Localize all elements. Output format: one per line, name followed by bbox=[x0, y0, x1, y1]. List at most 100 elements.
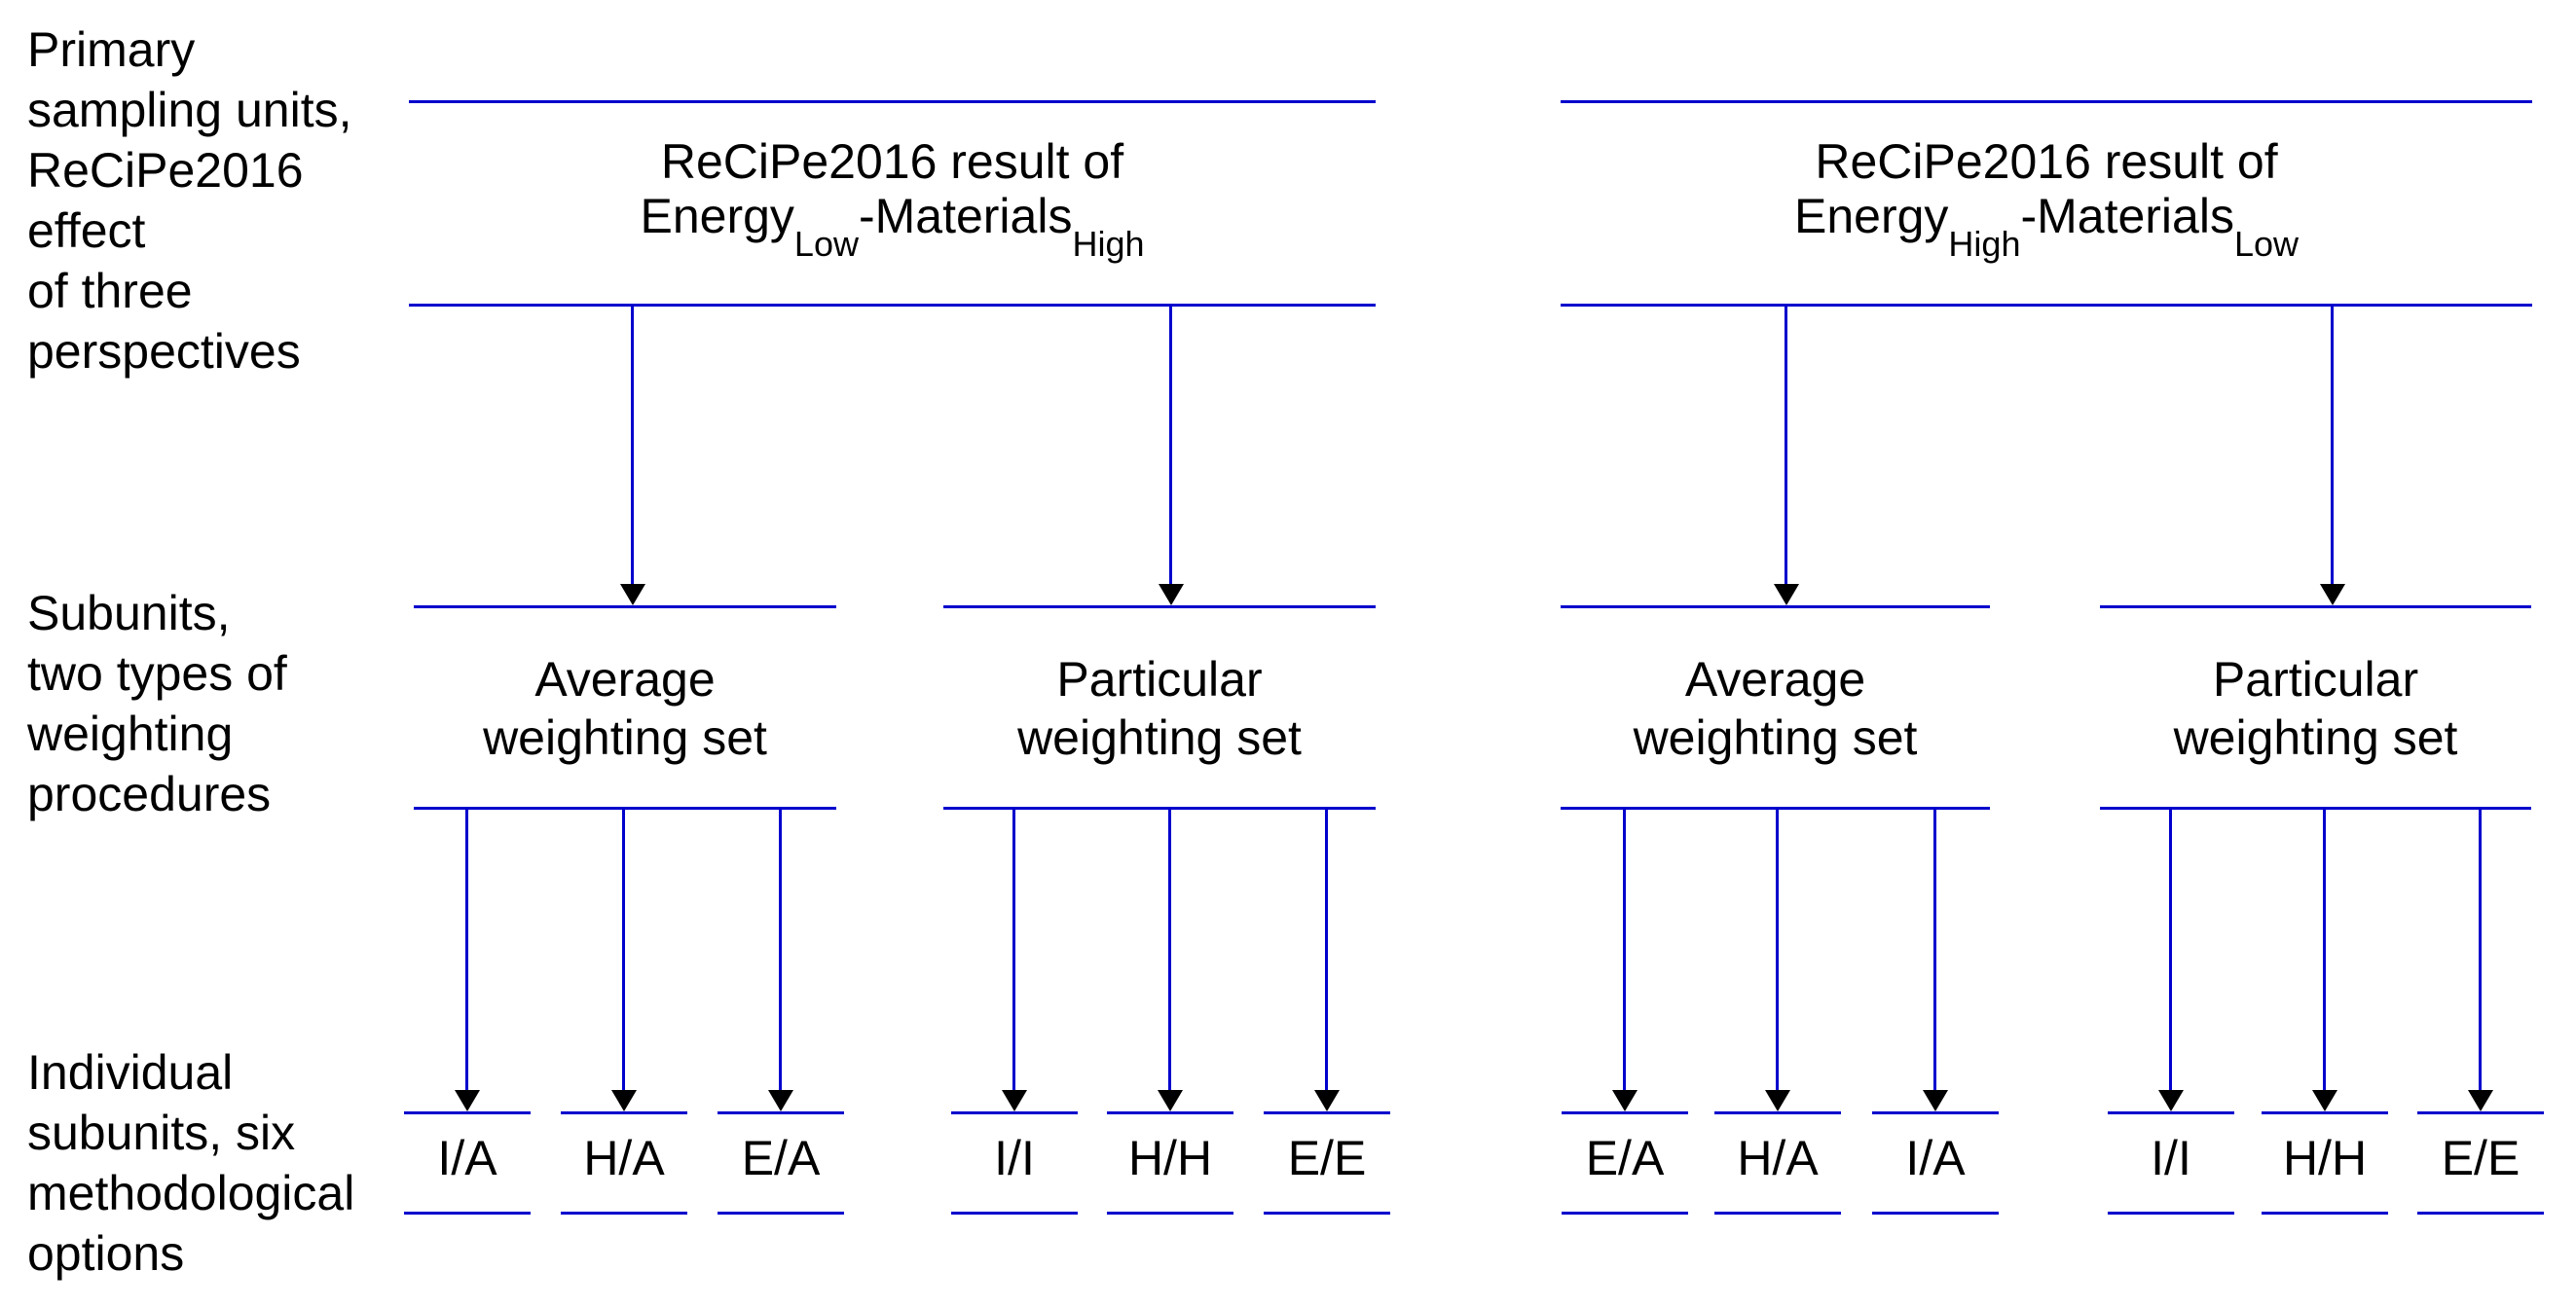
subunit-title-line1: Average bbox=[1684, 652, 1866, 707]
subunit-b2-average-title: Average weighting set bbox=[1561, 650, 1990, 767]
option-arrow-shaft bbox=[2479, 807, 2482, 1092]
option-arrow-shaft bbox=[622, 807, 625, 1092]
option-top-line bbox=[1714, 1111, 1841, 1114]
option-top-line bbox=[718, 1111, 844, 1114]
header-title-line2: EnergyLow-MaterialsHigh bbox=[409, 189, 1376, 264]
option-arrowhead bbox=[2158, 1090, 2184, 1111]
subunit-b1-average-bottom-line bbox=[414, 807, 836, 810]
materials-subscript: High bbox=[1072, 224, 1145, 264]
option-top-line bbox=[2108, 1111, 2234, 1114]
option-arrowhead bbox=[1612, 1090, 1638, 1111]
option-arrowhead bbox=[1923, 1090, 1948, 1111]
subunit-title-line1: Particular bbox=[1056, 652, 1263, 707]
subunit-b1-average-top-line bbox=[414, 605, 836, 608]
subunit-b2-particular-title: Particular weighting set bbox=[2100, 650, 2531, 767]
branch1-average-arrow-shaft bbox=[631, 304, 634, 588]
option-arrow-shaft bbox=[1168, 807, 1171, 1092]
option-top-line bbox=[2417, 1111, 2544, 1114]
option-arrowhead bbox=[2312, 1090, 2337, 1111]
branch2-particular-arrowhead bbox=[2320, 584, 2345, 605]
option-top-line bbox=[1562, 1111, 1688, 1114]
subunit-b1-particular-bottom-line bbox=[943, 807, 1376, 810]
subunit-b1-particular-top-line bbox=[943, 605, 1376, 608]
option-bottom-line bbox=[1714, 1212, 1841, 1215]
option-top-line bbox=[1264, 1111, 1390, 1114]
option-arrow-shaft bbox=[1325, 807, 1328, 1092]
option-bottom-line bbox=[404, 1212, 531, 1215]
branch1-average-arrowhead bbox=[620, 584, 645, 605]
branch2-average-arrow-shaft bbox=[1785, 304, 1787, 588]
subunit-b2-particular-bottom-line bbox=[2100, 807, 2531, 810]
branch1-header-bottom-line bbox=[409, 304, 1376, 307]
materials-label: -Materials bbox=[858, 189, 1073, 243]
subunit-b1-particular-title: Particular weighting set bbox=[943, 650, 1376, 767]
label-line: effect bbox=[27, 203, 146, 258]
option-bottom-line bbox=[561, 1212, 687, 1215]
option-arrow-shaft bbox=[1623, 807, 1626, 1092]
row-label-subunits: Subunits, two types of weighting procedu… bbox=[27, 583, 287, 824]
option-label: I/A bbox=[437, 1131, 497, 1185]
option-arrow-shaft bbox=[2323, 807, 2326, 1092]
option-top-line bbox=[1107, 1111, 1233, 1114]
option-arrowhead bbox=[1314, 1090, 1340, 1111]
option-arrow-shaft bbox=[2169, 807, 2172, 1092]
label-line: of three bbox=[27, 264, 193, 318]
row-label-individual-subunits: Individual subunits, six methodological … bbox=[27, 1042, 354, 1284]
label-line: sampling units, bbox=[27, 83, 352, 137]
option-arrowhead bbox=[1002, 1090, 1027, 1111]
subunit-b2-particular-top-line bbox=[2100, 605, 2531, 608]
label-line: methodological bbox=[27, 1166, 355, 1220]
branch2-average-arrowhead bbox=[1774, 584, 1799, 605]
option-bottom-line bbox=[2417, 1212, 2544, 1215]
materials-subscript: Low bbox=[2233, 224, 2299, 264]
option-arrowhead bbox=[1765, 1090, 1790, 1111]
branch1-header-top-line bbox=[409, 100, 1376, 103]
option-bottom-line bbox=[951, 1212, 1078, 1215]
subunit-title-line2: weighting set bbox=[1017, 710, 1302, 765]
label-line: Individual bbox=[27, 1045, 234, 1100]
option-label: I/I bbox=[2151, 1131, 2191, 1185]
branch1-particular-arrow-shaft bbox=[1169, 304, 1172, 588]
option-label: I/A bbox=[1905, 1131, 1966, 1185]
option-bottom-line bbox=[718, 1212, 844, 1215]
subunit-title-line1: Particular bbox=[2212, 652, 2419, 707]
option-arrow-shaft bbox=[465, 807, 468, 1092]
option-label: E/E bbox=[2441, 1131, 2521, 1185]
subunit-title-line2: weighting set bbox=[2173, 710, 2458, 765]
subunit-b2-average-top-line bbox=[1561, 605, 1990, 608]
label-line: procedures bbox=[27, 767, 272, 821]
option-top-line bbox=[404, 1111, 531, 1114]
option-bottom-line bbox=[1872, 1212, 1999, 1215]
label-line: weighting bbox=[27, 707, 234, 761]
option-top-line bbox=[1872, 1111, 1999, 1114]
label-line: perspectives bbox=[27, 324, 301, 379]
row-label-primary-sampling-units: Primary sampling units, ReCiPe2016 effec… bbox=[27, 19, 352, 382]
subunit-b1-average-title: Average weighting set bbox=[414, 650, 836, 767]
option-bottom-line bbox=[2262, 1212, 2388, 1215]
option-label: I/I bbox=[994, 1131, 1035, 1185]
option-top-line bbox=[2262, 1111, 2388, 1114]
option-bottom-line bbox=[1107, 1212, 1233, 1215]
header-title-line1: ReCiPe2016 result of bbox=[1815, 134, 2278, 189]
subunit-title-line2: weighting set bbox=[1633, 710, 1918, 765]
option-arrow-shaft bbox=[779, 807, 782, 1092]
option-bottom-line bbox=[1562, 1212, 1688, 1215]
label-line: options bbox=[27, 1226, 185, 1281]
subunit-title-line2: weighting set bbox=[483, 710, 767, 765]
label-line: ReCiPe2016 bbox=[27, 143, 304, 198]
option-label: E/A bbox=[741, 1131, 821, 1185]
materials-label: -Materials bbox=[2020, 189, 2234, 243]
branch1-particular-arrowhead bbox=[1159, 584, 1184, 605]
branch2-header-title: ReCiPe2016 result of EnergyHigh-Material… bbox=[1561, 134, 2532, 264]
option-bottom-line bbox=[2108, 1212, 2234, 1215]
option-label: H/H bbox=[2282, 1131, 2368, 1185]
option-arrowhead bbox=[611, 1090, 637, 1111]
header-title-line2: EnergyHigh-MaterialsLow bbox=[1561, 189, 2532, 264]
label-line: two types of bbox=[27, 646, 287, 701]
option-arrowhead bbox=[2468, 1090, 2493, 1111]
option-arrowhead bbox=[768, 1090, 793, 1111]
subunit-b2-average-bottom-line bbox=[1561, 807, 1990, 810]
branch1-header-title: ReCiPe2016 result of EnergyLow-Materials… bbox=[409, 134, 1376, 264]
branch2-header-top-line bbox=[1561, 100, 2532, 103]
